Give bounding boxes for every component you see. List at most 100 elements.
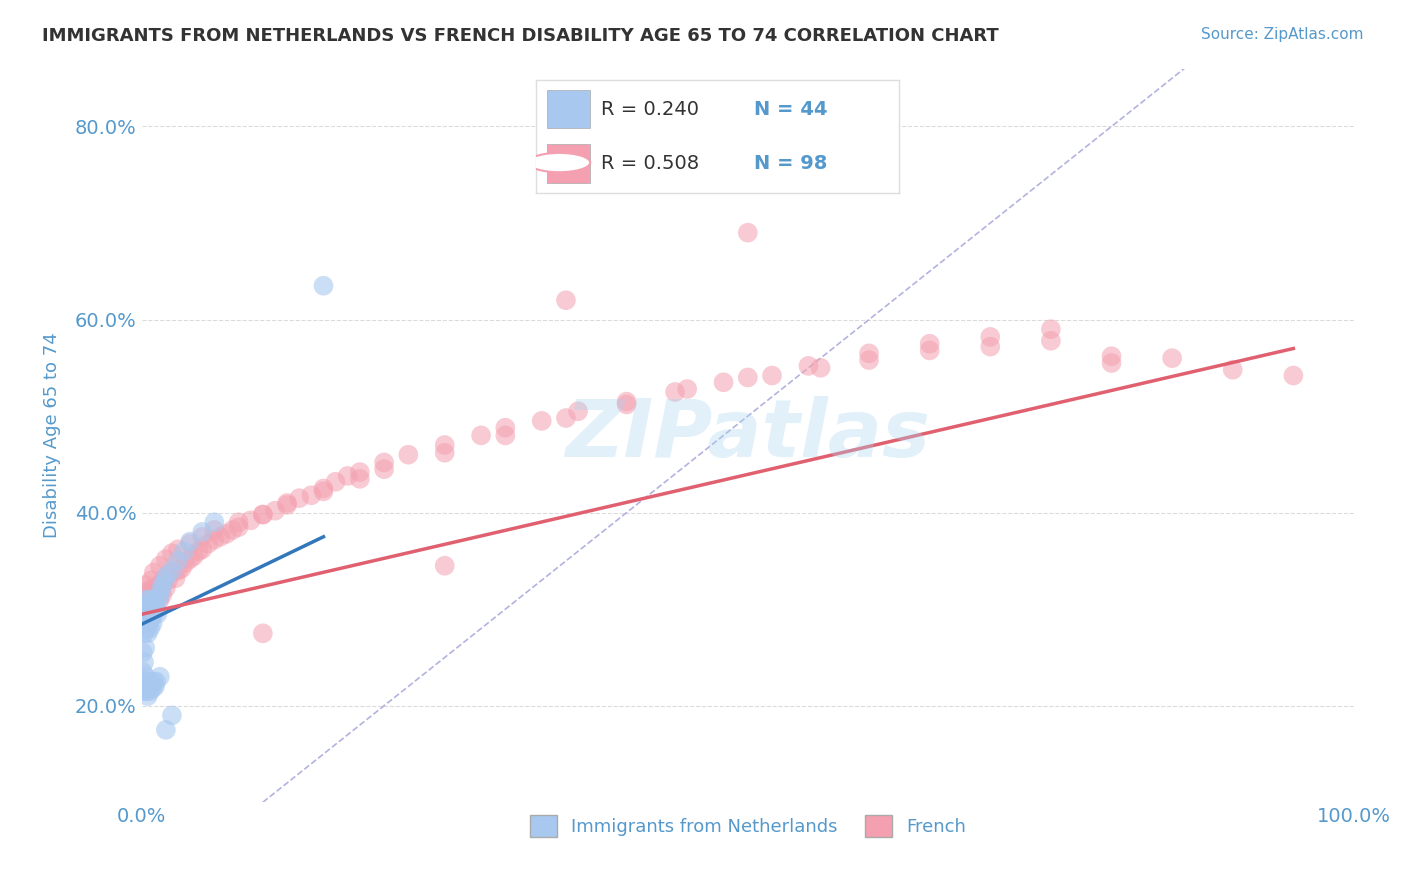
Point — [132, 598, 155, 612]
Point — [134, 681, 156, 696]
Point — [664, 384, 686, 399]
Point — [142, 607, 165, 621]
Point — [336, 469, 359, 483]
Point — [567, 404, 589, 418]
Point — [737, 370, 759, 384]
Point — [858, 353, 880, 368]
Point — [555, 411, 578, 425]
Point — [141, 677, 163, 691]
Point — [138, 592, 160, 607]
Point — [157, 573, 180, 587]
Point — [141, 612, 163, 626]
Point — [150, 582, 173, 597]
Point — [433, 446, 456, 460]
Point — [139, 607, 162, 621]
Point — [141, 616, 163, 631]
Point — [142, 592, 165, 607]
Legend: Immigrants from Netherlands, French: Immigrants from Netherlands, French — [523, 808, 973, 845]
Point — [1039, 322, 1062, 336]
Point — [325, 475, 347, 489]
Point — [132, 684, 155, 698]
Point — [132, 607, 155, 621]
Point — [165, 571, 187, 585]
Point — [134, 670, 156, 684]
Point — [299, 488, 322, 502]
Point — [135, 598, 157, 612]
Point — [312, 484, 335, 499]
Point — [228, 516, 250, 530]
Point — [132, 665, 155, 679]
Point — [1101, 349, 1123, 363]
Point — [1282, 368, 1305, 383]
Point — [148, 592, 170, 607]
Point — [134, 578, 156, 592]
Point — [312, 278, 335, 293]
Point — [209, 530, 232, 544]
Point — [134, 640, 156, 655]
Point — [494, 428, 516, 442]
Point — [167, 542, 190, 557]
Point — [143, 680, 166, 694]
Point — [312, 482, 335, 496]
Point — [191, 530, 214, 544]
Text: ZIPatlas: ZIPatlas — [565, 396, 931, 475]
Point — [152, 575, 174, 590]
Point — [264, 504, 287, 518]
Point — [676, 382, 699, 396]
Point — [136, 584, 159, 599]
Point — [202, 533, 225, 547]
Point — [276, 496, 298, 510]
Point — [141, 573, 163, 587]
Point — [160, 564, 183, 578]
Point — [979, 330, 1001, 344]
Point — [141, 588, 163, 602]
Point — [737, 226, 759, 240]
Point — [187, 544, 209, 558]
Point — [1101, 356, 1123, 370]
Point — [139, 684, 162, 698]
Point — [349, 472, 371, 486]
Point — [138, 592, 160, 607]
Point — [138, 680, 160, 694]
Point — [239, 513, 262, 527]
Point — [160, 566, 183, 580]
Point — [132, 607, 155, 621]
Point — [138, 616, 160, 631]
Point — [135, 598, 157, 612]
Point — [174, 556, 197, 570]
Point — [191, 524, 214, 539]
Point — [373, 455, 395, 469]
Point — [132, 612, 155, 626]
Point — [616, 394, 638, 409]
Point — [202, 516, 225, 530]
Point — [810, 360, 832, 375]
Point — [276, 498, 298, 512]
Point — [148, 578, 170, 592]
Point — [179, 536, 201, 550]
Point — [132, 655, 155, 669]
Point — [145, 674, 167, 689]
Point — [713, 376, 735, 390]
Point — [150, 582, 173, 597]
Point — [555, 293, 578, 308]
Point — [134, 602, 156, 616]
Point — [494, 420, 516, 434]
Point — [349, 465, 371, 479]
Point — [252, 626, 274, 640]
Point — [142, 591, 165, 605]
Point — [160, 708, 183, 723]
Point — [132, 616, 155, 631]
Point — [1222, 363, 1244, 377]
Point — [141, 602, 163, 616]
Point — [146, 588, 169, 602]
Point — [221, 523, 243, 537]
Point — [918, 336, 941, 351]
Point — [132, 602, 155, 616]
Point — [1161, 351, 1184, 366]
Point — [135, 622, 157, 636]
Point — [252, 508, 274, 522]
Point — [616, 397, 638, 411]
Point — [132, 646, 155, 660]
Point — [150, 588, 173, 602]
Point — [373, 462, 395, 476]
